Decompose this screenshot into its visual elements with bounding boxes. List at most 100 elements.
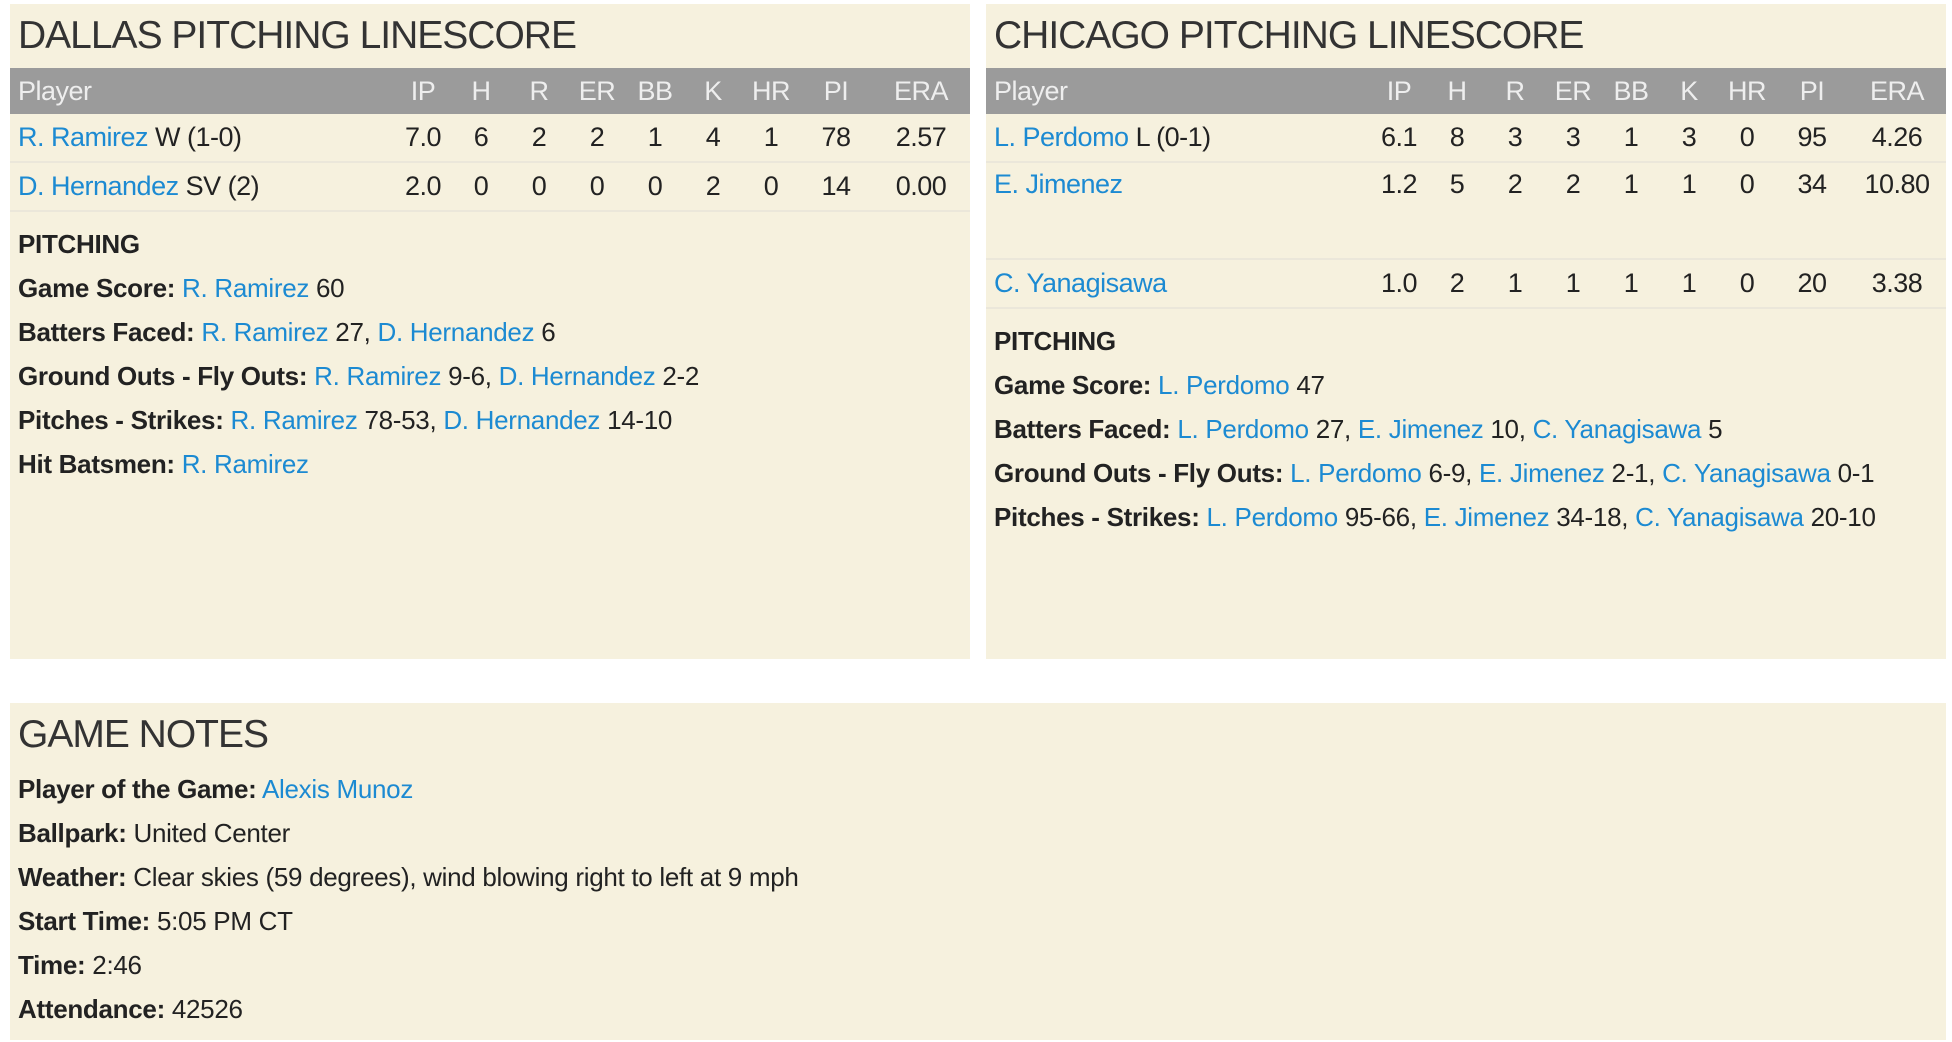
note-player-of-game: Player of the Game: Alexis Munoz	[18, 767, 1938, 811]
player-cell: L. Perdomo L (0-1)	[986, 114, 1370, 163]
stat-value: 2-2	[655, 361, 700, 391]
column-header[interactable]: ER	[578, 75, 616, 106]
column-header[interactable]: ER	[1554, 75, 1592, 106]
column-header[interactable]: PI	[1799, 75, 1825, 106]
column-header[interactable]: H	[471, 75, 492, 106]
stat-cell: 0	[1718, 259, 1776, 309]
stat-label: Pitches - Strikes:	[18, 405, 224, 435]
stat-label: Batters Faced:	[18, 317, 195, 347]
column-header[interactable]: PI	[823, 75, 849, 106]
stat-cell: 0	[1718, 162, 1776, 260]
stat-value: 5	[1701, 414, 1723, 444]
note-weather: Weather: Clear skies (59 degrees), wind …	[18, 855, 1938, 899]
stat-cell: 2	[1486, 162, 1544, 260]
column-header[interactable]: HR	[1728, 75, 1767, 106]
player-link[interactable]: E. Jimenez	[1357, 414, 1484, 444]
player-link[interactable]: L. Perdomo	[994, 122, 1129, 152]
player-link[interactable]: D. Hernandez	[498, 361, 656, 391]
stat-cell: 4	[684, 114, 742, 163]
player-link[interactable]: E. Jimenez	[994, 169, 1123, 199]
stat-cell: 0	[568, 162, 626, 212]
player-link[interactable]: C. Yanagisawa	[1635, 502, 1804, 532]
stat-value: 6	[534, 317, 556, 347]
column-header[interactable]: H	[1447, 75, 1468, 106]
pitching-details: PITCHING Game Score: R. Ramirez 60 Batters…	[18, 222, 962, 486]
stat-label: Ground Outs - Fly Outs:	[994, 458, 1284, 488]
stat-label: Hit Batsmen:	[18, 449, 175, 479]
player-link[interactable]: L. Perdomo	[1206, 502, 1339, 532]
stat-line-hbp: Hit Batsmen: R. Ramirez	[18, 442, 962, 486]
player-link[interactable]: E. Jimenez	[1479, 458, 1605, 488]
stat-value: 0-1	[1830, 458, 1875, 488]
panel-title: CHICAGO PITCHING LINESCORE	[994, 14, 1584, 57]
column-header[interactable]: Player	[994, 75, 1068, 106]
stat-label: Game Score:	[994, 370, 1152, 400]
stat-cell: 5	[1428, 162, 1486, 260]
column-header[interactable]: R	[529, 75, 550, 106]
stat-cell: 2.0	[394, 162, 452, 212]
note-time: Time: 2:46	[18, 943, 1938, 987]
player-link[interactable]: L. Perdomo	[1158, 370, 1290, 400]
column-header[interactable]: IP	[1386, 75, 1412, 106]
stat-cell: 1	[1486, 259, 1544, 309]
player-link[interactable]: R. Ramirez	[182, 273, 310, 303]
notes-list: Player of the Game: Alexis Munoz Ballpar…	[18, 767, 1938, 1031]
stat-cell: 2	[1428, 259, 1486, 309]
player-link[interactable]: L. Perdomo	[1290, 458, 1422, 488]
player-link[interactable]: R. Ramirez	[181, 449, 309, 479]
player-link[interactable]: E. Jimenez	[1423, 502, 1550, 532]
player-link[interactable]: Alexis Munoz	[262, 774, 414, 804]
section-title: PITCHING	[18, 229, 140, 259]
stat-cell: 3	[1486, 114, 1544, 163]
stat-value: 78-53,	[357, 405, 444, 435]
stat-label: Game Score:	[18, 273, 176, 303]
stat-cell: 0	[742, 162, 800, 212]
player-link[interactable]: R. Ramirez	[230, 405, 358, 435]
stat-line-go_fo: Ground Outs - Fly Outs: R. Ramirez 9-6, …	[18, 354, 962, 398]
stat-cell: 1	[1602, 162, 1660, 260]
stat-cell: 1	[1602, 114, 1660, 163]
stat-cell: 6.1	[1370, 114, 1428, 163]
player-link[interactable]: D. Hernandez	[377, 317, 535, 347]
stat-cell: 4.26	[1848, 114, 1946, 163]
player-link[interactable]: C. Yanagisawa	[1662, 458, 1831, 488]
player-link[interactable]: R. Ramirez	[18, 122, 149, 152]
stat-cell: 6	[452, 114, 510, 163]
stat-label: Pitches - Strikes:	[994, 502, 1200, 532]
player-link[interactable]: L. Perdomo	[1177, 414, 1309, 444]
player-link[interactable]: D. Hernandez	[443, 405, 601, 435]
note-label: Time:	[18, 950, 86, 980]
table-row: E. Jimenez 1.2 5 2 2 1 1 0 34 10.80	[986, 162, 1946, 260]
stat-line-pitches: Pitches - Strikes: L. Perdomo 95-66, E. …	[994, 495, 1938, 539]
stat-cell: 0	[626, 162, 684, 212]
column-header[interactable]: IP	[410, 75, 436, 106]
stat-line-batters_faced: Batters Faced: L. Perdomo 27, E. Jimenez…	[994, 407, 1938, 451]
note-label: Attendance:	[18, 994, 165, 1024]
stat-value: 14-10	[600, 405, 673, 435]
stat-value: 27,	[328, 317, 378, 347]
dallas-pitching-panel: DALLAS PITCHING LINESCORE Player IP H R ER BB…	[10, 4, 970, 659]
player-link[interactable]: C. Yanagisawa	[1532, 414, 1702, 444]
player-link[interactable]: D. Hernandez	[18, 171, 179, 201]
table-header: Player IP H R ER BB K HR PI ERA	[986, 68, 1946, 114]
player-link[interactable]: R. Ramirez	[314, 361, 442, 391]
stat-cell: 1	[1660, 259, 1718, 309]
player-link[interactable]: C. Yanagisawa	[994, 268, 1167, 298]
stat-cell: 1	[1544, 259, 1602, 309]
column-header[interactable]: HR	[752, 75, 791, 106]
stat-cell: 2.57	[872, 114, 970, 163]
column-header[interactable]: K	[1680, 75, 1698, 106]
stat-cell: 3.38	[1848, 259, 1946, 309]
column-header[interactable]: BB	[1613, 75, 1649, 106]
column-header[interactable]: K	[704, 75, 722, 106]
column-header[interactable]: ERA	[1869, 75, 1925, 106]
column-header[interactable]: Player	[18, 75, 92, 106]
column-header[interactable]: ERA	[893, 75, 949, 106]
stat-cell: 10.80	[1848, 162, 1946, 260]
stat-line-batters_faced: Batters Faced: R. Ramirez 27, D. Hernand…	[18, 310, 962, 354]
stat-label: Batters Faced:	[994, 414, 1171, 444]
stat-label: Ground Outs - Fly Outs:	[18, 361, 308, 391]
column-header[interactable]: BB	[637, 75, 673, 106]
player-link[interactable]: R. Ramirez	[201, 317, 329, 347]
column-header[interactable]: R	[1505, 75, 1526, 106]
